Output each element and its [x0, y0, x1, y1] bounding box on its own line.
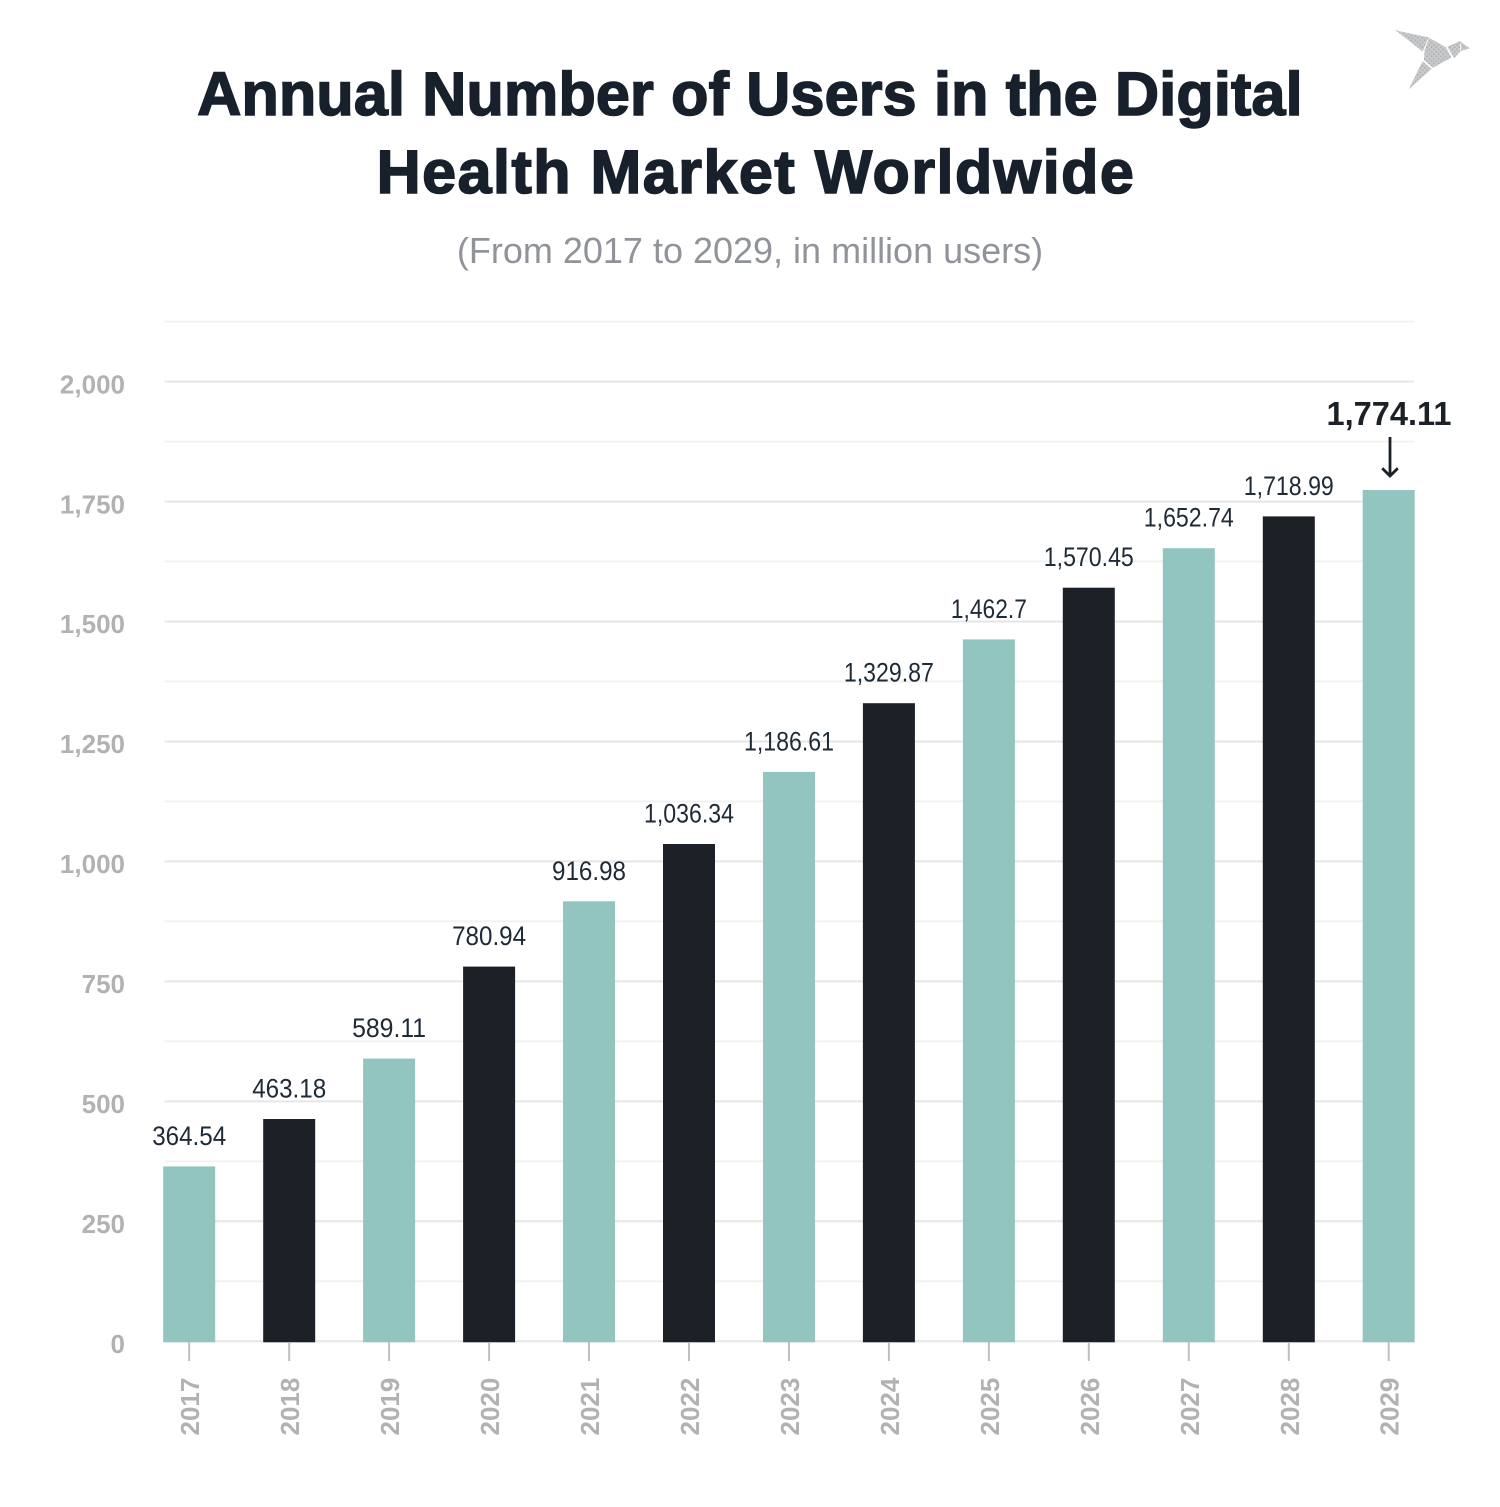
- svg-text:1,036.34: 1,036.34: [644, 799, 734, 829]
- svg-text:1,462.7: 1,462.7: [951, 594, 1027, 624]
- svg-text:2025: 2025: [975, 1378, 1005, 1436]
- svg-text:364.54: 364.54: [152, 1121, 226, 1151]
- svg-text:1,652.74: 1,652.74: [1144, 503, 1234, 533]
- svg-text:1,570.45: 1,570.45: [1044, 542, 1134, 572]
- svg-text:2024: 2024: [875, 1377, 905, 1435]
- svg-text:2017: 2017: [175, 1378, 205, 1436]
- svg-text:1,250: 1,250: [60, 729, 125, 759]
- svg-text:1,718.99: 1,718.99: [1244, 471, 1334, 501]
- svg-text:1,329.87: 1,329.87: [844, 658, 934, 688]
- svg-text:1,500: 1,500: [60, 609, 125, 639]
- svg-text:2018: 2018: [275, 1378, 305, 1436]
- svg-text:250: 250: [82, 1209, 125, 1239]
- svg-text:2022: 2022: [675, 1378, 705, 1436]
- svg-text:500: 500: [82, 1089, 125, 1119]
- svg-text:2029: 2029: [1375, 1378, 1405, 1436]
- svg-text:2020: 2020: [475, 1378, 505, 1436]
- svg-text:2026: 2026: [1075, 1378, 1105, 1436]
- svg-text:1,774.11: 1,774.11: [1327, 396, 1452, 433]
- svg-text:463.18: 463.18: [252, 1074, 326, 1104]
- svg-text:2019: 2019: [375, 1378, 405, 1436]
- svg-text:780.94: 780.94: [452, 921, 526, 951]
- svg-text:2,000: 2,000: [60, 369, 125, 399]
- svg-text:2021: 2021: [575, 1378, 605, 1436]
- svg-text:1,750: 1,750: [60, 489, 125, 519]
- svg-text:589.11: 589.11: [352, 1013, 426, 1043]
- svg-text:0: 0: [111, 1329, 125, 1359]
- svg-text:916.98: 916.98: [552, 856, 626, 886]
- svg-text:1,186.61: 1,186.61: [744, 726, 834, 756]
- svg-text:2023: 2023: [775, 1378, 805, 1436]
- svg-text:1,000: 1,000: [60, 849, 125, 879]
- svg-text:2027: 2027: [1175, 1378, 1205, 1436]
- svg-text:750: 750: [82, 969, 125, 999]
- svg-text:2028: 2028: [1275, 1378, 1305, 1436]
